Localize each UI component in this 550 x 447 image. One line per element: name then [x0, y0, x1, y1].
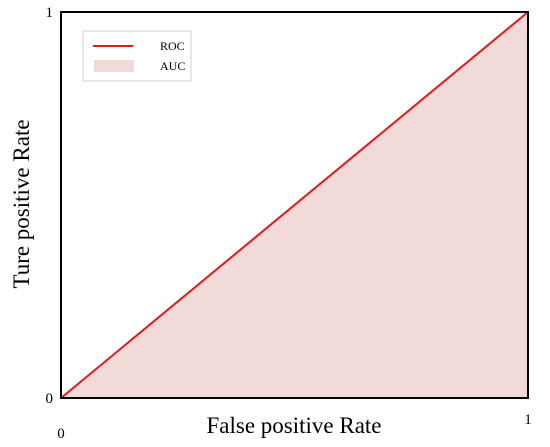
- plot-frame: [60, 11, 529, 399]
- roc-line: [60, 11, 529, 399]
- y-axis-title: Ture positive Rate: [9, 119, 34, 288]
- y-tick-label: 1: [46, 5, 54, 21]
- y-tick-label: 0: [46, 391, 54, 407]
- x-axis-title: False positive Rate: [206, 413, 381, 438]
- plot-area: [60, 11, 529, 399]
- x-tick-label: 1: [524, 412, 532, 428]
- legend-roc-label: ROC: [160, 39, 185, 53]
- x-tick-label: 0: [57, 426, 65, 442]
- legend: ROC AUC: [82, 30, 192, 82]
- legend-box: [82, 30, 192, 82]
- legend-auc-label: AUC: [160, 59, 185, 73]
- y-ticks: 0 1: [46, 5, 54, 407]
- legend-auc-swatch: [94, 60, 134, 72]
- x-ticks: 0 1: [57, 412, 532, 442]
